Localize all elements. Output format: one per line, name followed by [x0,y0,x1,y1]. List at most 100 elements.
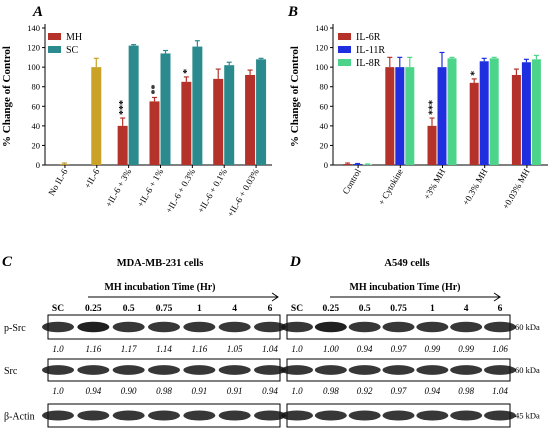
bar-il-11r [353,164,363,165]
protein-band [416,410,449,421]
bar-il-8r [363,164,373,166]
y-tick-label: 0 [324,160,328,170]
significance-mark: *** [428,100,439,115]
y-tick-label: 0 [36,160,40,170]
x-tick-label: +3% MH [422,167,448,202]
densitometry-value: 1.04 [492,386,508,396]
densitometry-value: 1.14 [156,344,172,354]
blot-title: A549 cells [384,258,429,269]
bar-il-6r [469,82,479,165]
panel-label-b: B [287,4,298,20]
blot-time-label: MH incubation Time (Hr) [104,282,215,293]
y-tick-label: 20 [320,140,329,150]
protein-band [77,365,110,375]
bar-il-11r [437,67,447,165]
lane-label: 1 [197,304,202,314]
x-tick-label: Control [340,167,363,196]
densitometry-value: 1.16 [191,344,207,354]
arrow-head [493,292,501,302]
x-tick-label: +0.03% MH [500,167,531,211]
legend-swatch [338,59,351,66]
protein-band [77,321,110,333]
bar-mh [245,74,256,165]
molecular-weight: 60 kDa [515,365,540,375]
y-tick-label: 140 [315,23,328,33]
protein-band [183,410,216,421]
protein-band [348,410,381,421]
densitometry-value: 1.05 [227,344,243,354]
bar-sc [256,59,267,165]
protein-band [254,321,286,333]
lane-label: 6 [498,304,503,314]
bar-sc [224,65,235,165]
protein-band [281,410,313,421]
protein-band [42,410,74,421]
legend-label: IL-6R [356,32,381,43]
protein-band [42,321,74,333]
legend-label: IL-8R [356,58,381,69]
lane-label: 0.75 [156,304,173,314]
y-tick-label: 140 [27,23,40,33]
y-tick-label: 60 [320,101,329,111]
protein-band [314,410,347,421]
legend-label: SC [66,45,79,56]
legend-label: IL-11R [356,45,385,56]
western-blot-c: MDA-MB-231 cells MH incubation Time (Hr) S… [4,258,286,428]
y-tick-label: 60 [32,101,41,111]
protein-band [382,410,415,421]
y-tick-label: 80 [32,82,41,92]
blot-title: MDA-MB-231 cells [117,258,204,269]
densitometry-value: 0.98 [323,386,339,396]
legend: IL-6R IL-11R IL-8R [338,32,385,69]
molecular-weight: 45 kDa [515,411,540,421]
protein-band [112,410,145,421]
bar--il-6 [91,67,102,165]
densitometry-value: 1.04 [262,344,278,354]
densitometry-value: 0.94 [85,386,101,396]
protein-band [148,321,180,333]
protein-band [382,321,415,333]
densitometry-value: 0.99 [424,344,440,354]
densitometry-value: 0.90 [121,386,137,396]
significance-mark: ** [150,84,161,94]
significance-mark: * [182,69,193,74]
protein-band [484,365,516,375]
densitometry-value: 0.94 [424,386,440,396]
densitometry-value: 1.00 [323,344,339,354]
bar-sc [128,45,139,165]
bar-il-8r [447,58,457,166]
legend-swatch [338,33,351,40]
blot-row-label: β-Actin [4,412,35,423]
bar-no-il-6 [59,164,70,165]
protein-band [148,365,180,375]
bar-il-8r [405,67,415,165]
lane-label: 0.25 [323,304,340,314]
densitometry-value: 1.0 [291,344,303,354]
densitometry-value: 1.0 [52,386,64,396]
y-tick-label: 120 [27,43,40,53]
protein-band [218,365,251,375]
densitometry-value: 0.99 [458,344,474,354]
densitometry-value: 1.17 [121,344,137,354]
y-tick-label: 100 [27,62,40,72]
lane-label: 4 [232,304,237,314]
bar-sc [160,53,171,165]
bar-mh [149,101,160,165]
x-tick-label: No IL-6 [46,167,70,198]
x-tick-label: +IL-6 [82,167,101,191]
legend-swatch [338,46,351,53]
protein-band [314,321,347,333]
molecular-weight: 60 kDa [515,322,540,332]
densitometry-value: 0.98 [458,386,474,396]
bar-il-6r [511,74,521,165]
densitometry-value: 0.97 [391,386,407,396]
protein-band [484,321,516,333]
protein-band [450,410,483,421]
x-tick-label: +IL-6 + 1% [135,167,165,209]
bar-il-6r [343,164,353,165]
densitometry-value: 1.0 [291,386,303,396]
legend-label: MH [66,32,82,43]
bar-il-11r [395,67,405,165]
x-tick-label: +0.3% MH [460,167,489,208]
y-tick-label: 100 [315,62,328,72]
